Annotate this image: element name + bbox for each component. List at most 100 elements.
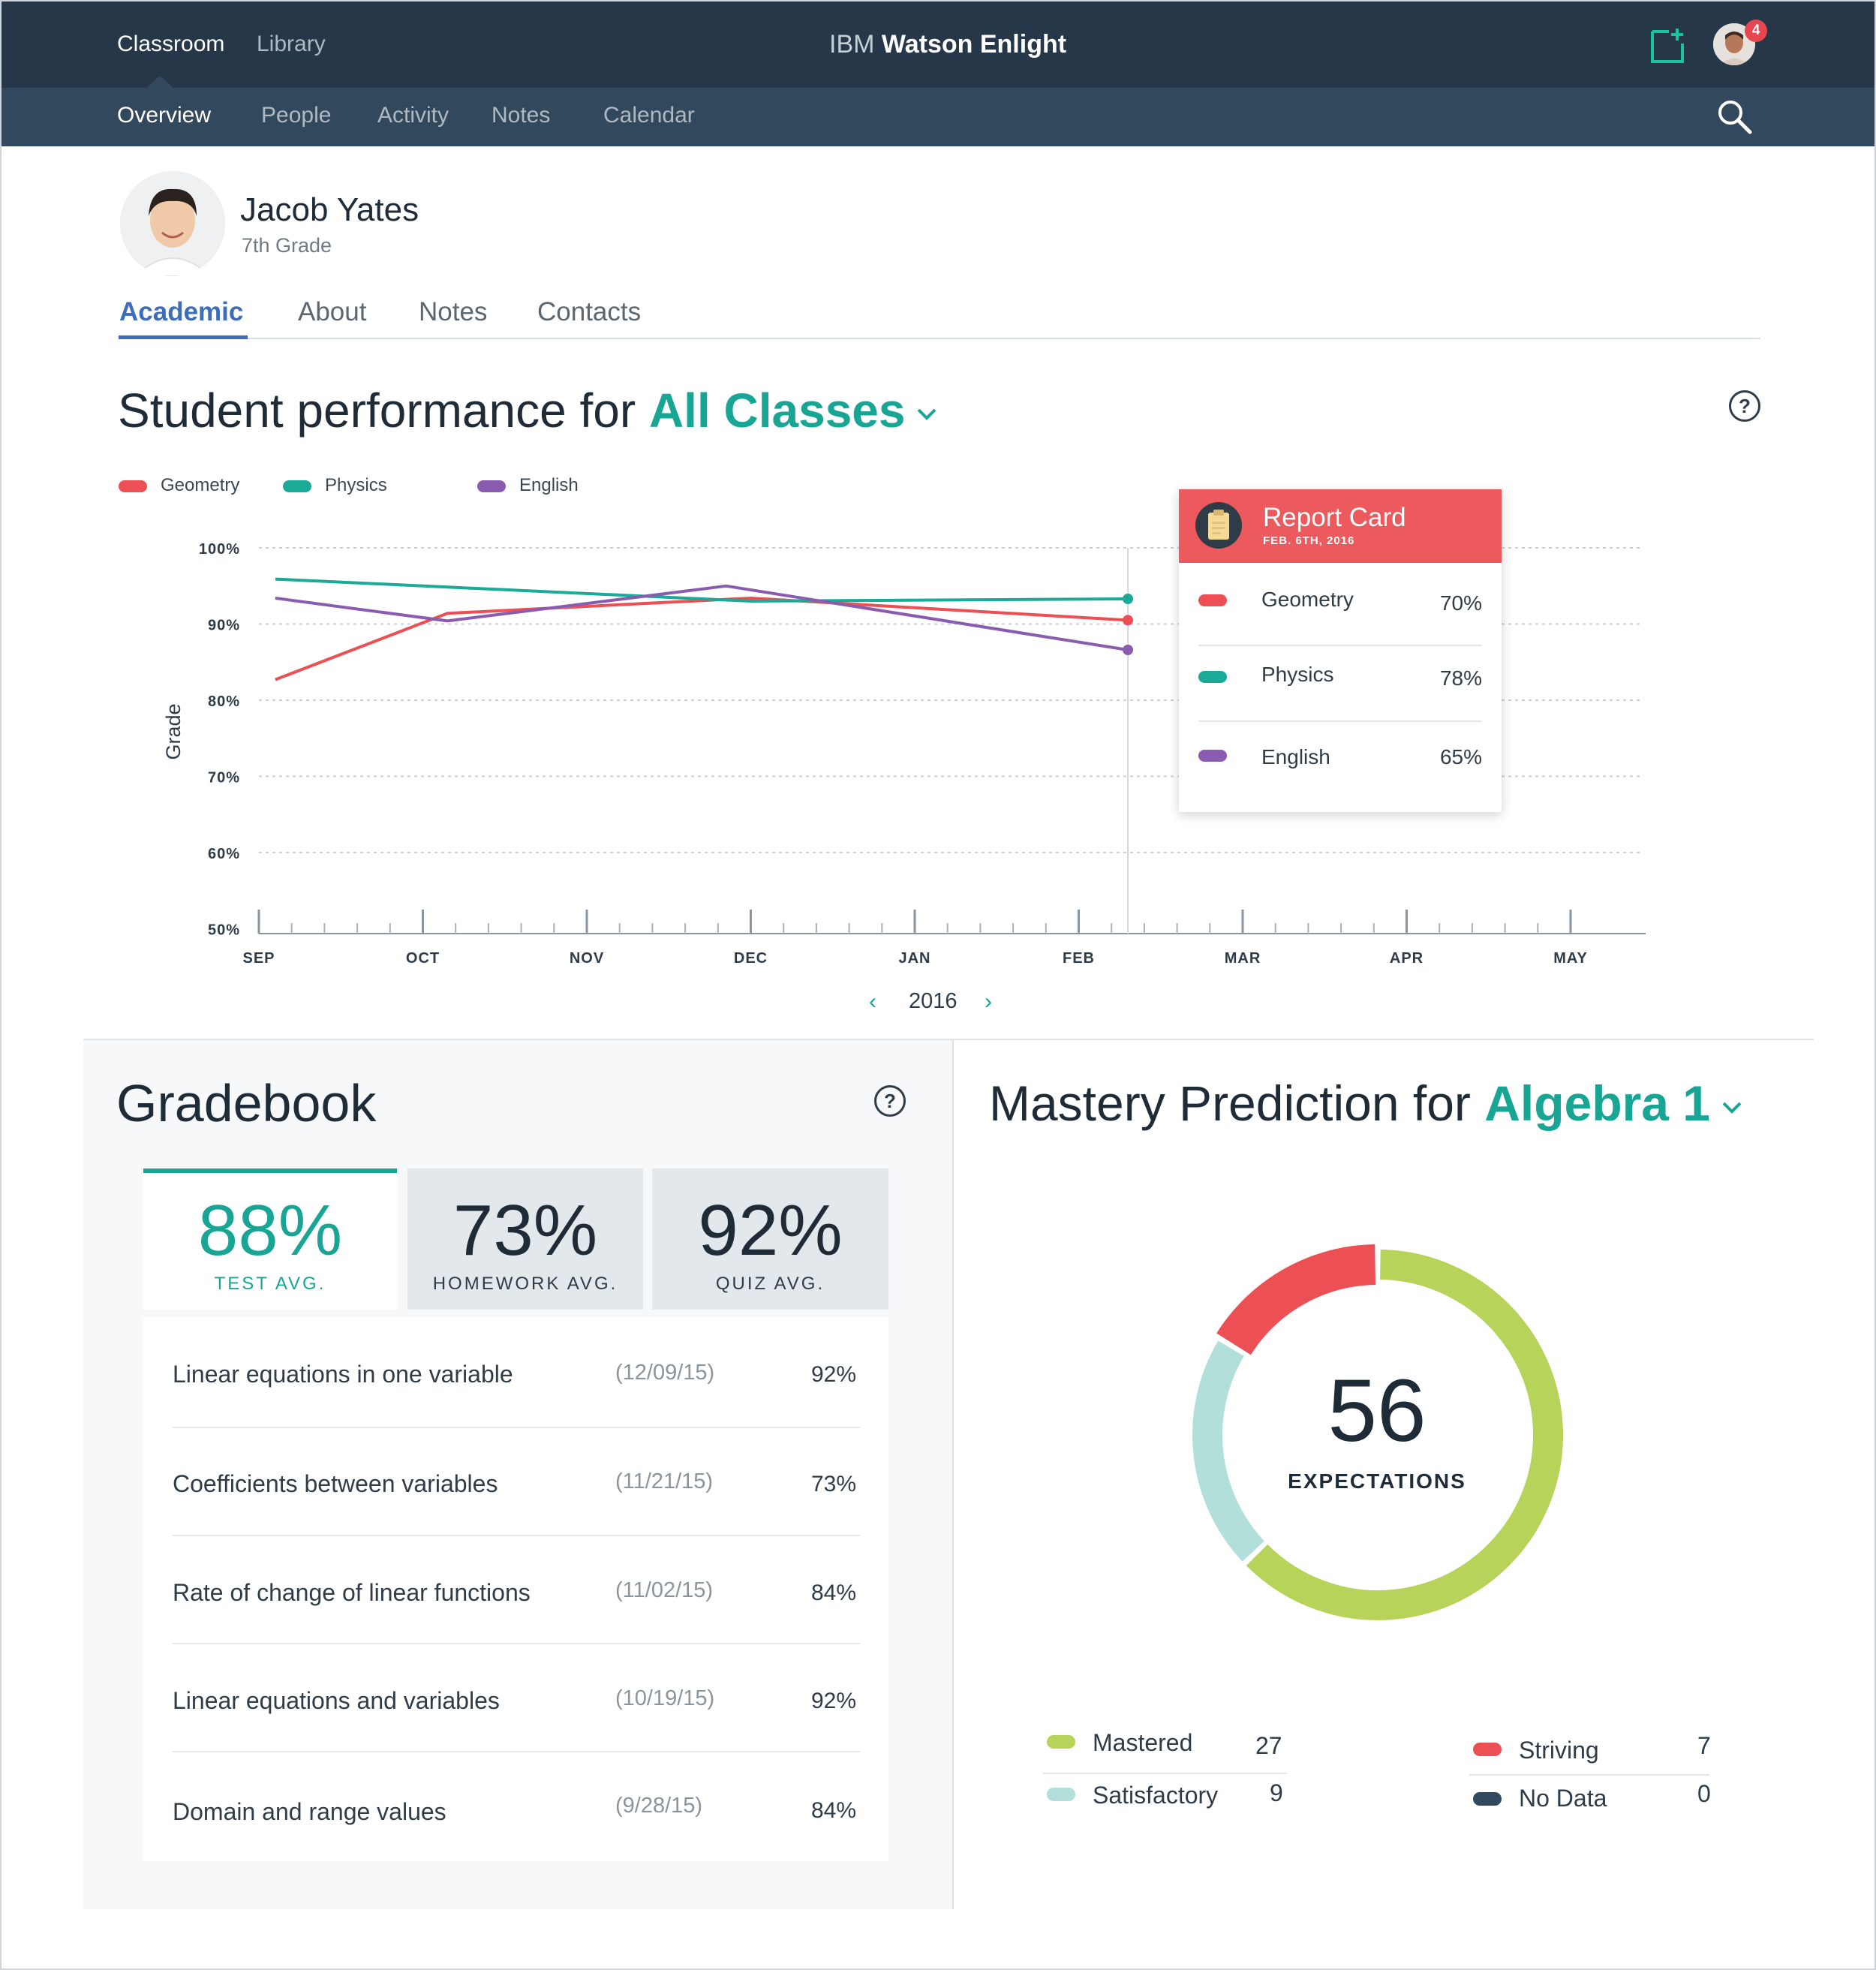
- expectations-total: 56: [1327, 1361, 1427, 1460]
- mastered-label: Mastered: [1093, 1729, 1193, 1756]
- y-tick-label: 80%: [208, 693, 240, 710]
- year-label: 2016: [909, 989, 958, 1013]
- nav-library[interactable]: Library: [257, 32, 326, 56]
- report-card-subject: English: [1261, 745, 1330, 768]
- assignment-score: 92%: [810, 1362, 856, 1387]
- tab-academic[interactable]: Academic: [119, 297, 244, 326]
- chevron-down-icon[interactable]: [915, 407, 938, 422]
- performance-line-chart: 100% 90% 80% 70% 60% 50% Grade SEP OCT NOV DEC JAN F…: [162, 541, 1646, 967]
- student-name: Jacob Yates: [240, 191, 419, 228]
- report-card-subject: Physics: [1261, 663, 1334, 686]
- gradebook-row[interactable]: Rate of change of linear functions (11/0…: [173, 1535, 860, 1643]
- class-selector[interactable]: All Classes: [648, 383, 906, 438]
- course-selector[interactable]: Algebra 1: [1484, 1075, 1711, 1131]
- subnav-activity[interactable]: Activity: [377, 103, 449, 128]
- search-icon[interactable]: [1715, 98, 1754, 137]
- legend-physics: Physics: [283, 475, 387, 496]
- assignment-name: Linear equations and variables: [173, 1687, 500, 1714]
- prev-year-button[interactable]: ‹: [869, 989, 876, 1014]
- subnav-calendar[interactable]: Calendar: [603, 103, 695, 128]
- no-data-label: No Data: [1519, 1785, 1607, 1812]
- panel-divider: [952, 1040, 954, 1909]
- no-data-swatch: [1473, 1792, 1502, 1806]
- legend-english-swatch: [477, 480, 506, 492]
- assignment-score: 84%: [810, 1581, 856, 1605]
- assignment-score: 84%: [810, 1798, 856, 1823]
- assignment-score: 73%: [810, 1472, 856, 1496]
- performance-title: Student performance for All Classes: [118, 383, 938, 438]
- student-grade: 7th Grade: [242, 234, 332, 257]
- expectations-label: EXPECTATIONS: [1288, 1469, 1466, 1493]
- nav-classroom[interactable]: Classroom: [117, 32, 225, 56]
- subnav-people[interactable]: People: [261, 103, 332, 128]
- y-axis-label: Grade: [162, 703, 185, 759]
- subnav-overview[interactable]: Overview: [117, 103, 212, 128]
- gradebook-list: Linear equations in one variable (12/09/…: [143, 1317, 888, 1861]
- x-tick-label: DEC: [734, 950, 768, 967]
- report-card-divider: [1198, 720, 1482, 722]
- app-brand: IBM Watson Enlight: [829, 30, 1067, 59]
- tab-contacts[interactable]: Contacts: [537, 297, 642, 326]
- physics-end-point: [1123, 594, 1134, 605]
- gradebook-row[interactable]: Domain and range values (9/28/15) 84%: [173, 1751, 860, 1859]
- x-tick-label: OCT: [406, 950, 440, 967]
- gradebook-row[interactable]: Coefficients between variables (11/21/15…: [173, 1427, 860, 1535]
- student-photo: [120, 171, 225, 276]
- gradebook-help-icon[interactable]: ?: [874, 1085, 906, 1117]
- assignment-name: Linear equations in one variable: [173, 1361, 513, 1388]
- donut-segment-striving[interactable]: [1216, 1244, 1376, 1355]
- test-avg-tab[interactable]: 88% TEST AVG.: [143, 1168, 397, 1310]
- chevron-down-icon[interactable]: [1721, 1100, 1743, 1115]
- english-swatch: [1198, 750, 1227, 762]
- mastery-title: Mastery Prediction for Algebra 1: [989, 1075, 1743, 1132]
- homework-avg-label: HOMEWORK AVG.: [432, 1274, 618, 1294]
- subnav-notes[interactable]: Notes: [492, 103, 551, 128]
- section-divider: [83, 1039, 1814, 1040]
- geometry-swatch: [1198, 594, 1227, 606]
- satisfactory-count: 9: [1270, 1779, 1283, 1806]
- legend-divider: [1043, 1773, 1287, 1774]
- active-tab-underline: [119, 335, 248, 339]
- report-card-subject: Geometry: [1261, 588, 1354, 611]
- row-divider: [173, 1427, 860, 1428]
- tab-about[interactable]: About: [298, 297, 367, 326]
- report-card-row: Geometry 70%: [1198, 563, 1482, 638]
- notification-badge: 4: [1745, 20, 1767, 42]
- geometry-end-point: [1123, 615, 1134, 626]
- assignment-name: Domain and range values: [173, 1798, 446, 1825]
- y-tick-label: 100%: [199, 541, 240, 558]
- homework-avg-tab[interactable]: 73% HOMEWORK AVG.: [407, 1168, 643, 1310]
- striving-swatch: [1473, 1743, 1502, 1756]
- mastered-swatch: [1047, 1735, 1075, 1749]
- assignment-date: (10/19/15): [615, 1686, 715, 1710]
- top-navbar: [0, 0, 1876, 88]
- x-tick-label: SEP: [242, 950, 275, 967]
- report-card-score: 65%: [1439, 745, 1482, 768]
- report-card-tooltip: Report Card FEB. 6TH, 2016 Geometry 70% …: [1179, 489, 1502, 812]
- user-avatar[interactable]: [1713, 23, 1755, 65]
- tab-notes[interactable]: Notes: [419, 297, 488, 326]
- gradebook-row[interactable]: Linear equations in one variable (12/09/…: [173, 1317, 860, 1425]
- next-year-button[interactable]: ›: [985, 989, 992, 1014]
- performance-help-icon[interactable]: ?: [1729, 390, 1760, 422]
- mastered-count: 27: [1255, 1732, 1282, 1759]
- report-card-row: English 65%: [1198, 718, 1482, 793]
- legend-geometry-swatch: [119, 480, 147, 492]
- y-tick-label: 60%: [208, 846, 240, 862]
- y-tick-label: 50%: [208, 922, 240, 939]
- quiz-avg-tab[interactable]: 92% QUIZ AVG.: [652, 1168, 888, 1310]
- geometry-series-line: [275, 597, 1129, 681]
- report-card-date: FEB. 6TH, 2016: [1263, 534, 1355, 547]
- striving-count: 7: [1697, 1732, 1711, 1759]
- physics-series-line: [275, 577, 1129, 603]
- assignment-date: (9/28/15): [615, 1794, 703, 1818]
- report-card-score: 70%: [1439, 591, 1482, 615]
- legend-divider: [1469, 1774, 1709, 1776]
- english-series-line: [275, 584, 1129, 651]
- test-avg-value: 88%: [197, 1190, 343, 1271]
- active-nav-indicator: [146, 76, 173, 88]
- gradebook-row[interactable]: Linear equations and variables (10/19/15…: [173, 1643, 860, 1751]
- test-avg-label: TEST AVG.: [214, 1274, 326, 1294]
- new-note-icon[interactable]: [1649, 27, 1687, 65]
- satisfactory-swatch: [1047, 1788, 1075, 1801]
